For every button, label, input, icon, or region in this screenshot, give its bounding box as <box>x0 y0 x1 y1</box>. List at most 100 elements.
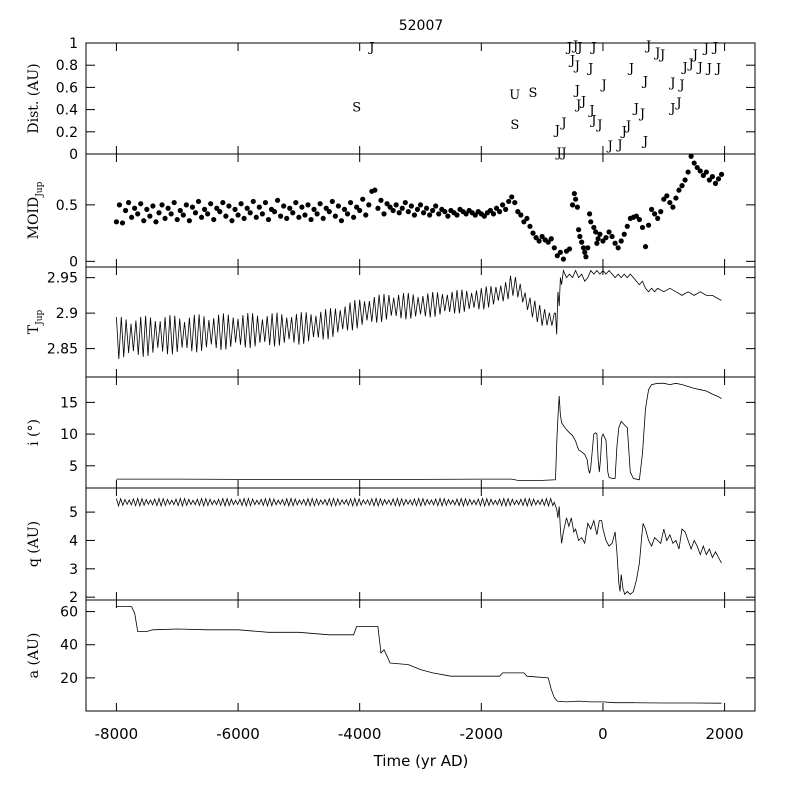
moid-point <box>423 205 430 211</box>
moid-point <box>661 196 667 202</box>
moid-point <box>223 213 229 219</box>
encounter-marker: J <box>644 39 651 54</box>
moid-point <box>399 205 405 211</box>
moid-point <box>606 229 612 235</box>
moid-point <box>545 239 551 245</box>
encounter-marker: J <box>367 40 374 55</box>
moid-point <box>390 207 396 214</box>
moid-point <box>506 198 512 205</box>
moid-point <box>503 206 509 212</box>
moid-point <box>153 219 159 225</box>
moid-point <box>463 211 469 217</box>
moid-point <box>697 168 703 174</box>
y-tick-label: 0.5 <box>56 198 78 214</box>
y-tick-label: 0.2 <box>56 125 78 141</box>
moid-point <box>347 199 354 206</box>
moid-point <box>618 238 624 244</box>
y-axis-label: i (°) <box>26 419 42 446</box>
moid-point <box>125 199 132 206</box>
moid-point <box>384 201 390 207</box>
moid-point <box>311 206 317 212</box>
moid-point <box>512 199 518 206</box>
encounter-marker: J <box>687 57 694 72</box>
moid-point <box>586 211 593 217</box>
encounter-marker: J <box>705 61 712 76</box>
moid-point <box>621 231 627 237</box>
moid-point <box>287 205 293 211</box>
moid-point <box>378 197 384 203</box>
moid-point <box>658 209 664 215</box>
moid-point <box>472 212 478 218</box>
encounter-marker: J <box>668 101 675 116</box>
moid-point <box>588 219 594 225</box>
y-tick-label: 0 <box>69 147 78 163</box>
y-tick-label: 5 <box>69 459 78 475</box>
moid-point <box>241 215 247 222</box>
encounter-marker: J <box>553 124 560 139</box>
encounter-marker: J <box>595 118 602 133</box>
moid-point <box>560 256 567 262</box>
moid-point <box>235 212 241 218</box>
encounter-marker: U <box>509 88 520 103</box>
moid-point <box>354 204 360 210</box>
moid-point <box>493 205 500 211</box>
y-axis-label: Dist. (AU) <box>26 63 42 133</box>
moid-point <box>709 174 716 180</box>
moid-point <box>442 209 448 215</box>
moid-point <box>408 203 414 209</box>
moid-point <box>539 233 545 240</box>
moid-point <box>171 199 177 206</box>
moid-point <box>433 203 439 209</box>
chart-title: 52007 <box>399 18 444 34</box>
y-tick-label: 1 <box>69 36 78 52</box>
moid-point <box>612 240 618 246</box>
moid-point <box>265 216 272 223</box>
encounter-marker: J <box>575 40 582 55</box>
moid-point <box>144 206 150 212</box>
x-tick-label: -4000 <box>338 725 382 743</box>
moid-point <box>667 199 673 206</box>
moid-point <box>402 199 408 206</box>
moid-point <box>299 204 305 210</box>
y-tick-label: 4 <box>69 533 78 549</box>
moid-point <box>595 236 601 242</box>
moid-point <box>454 212 460 218</box>
moid-point <box>591 224 597 231</box>
moid-point <box>284 215 290 222</box>
encounter-marker: J <box>668 76 675 91</box>
moid-point <box>576 227 582 233</box>
moid-point <box>417 202 424 208</box>
moid-point <box>159 202 165 208</box>
moid-point <box>116 202 123 208</box>
moid-point <box>238 201 244 207</box>
moid-point <box>208 201 214 207</box>
x-tick-label: -8000 <box>95 725 139 743</box>
moid-point <box>320 215 326 222</box>
moid-point <box>308 216 314 223</box>
moid-point <box>685 169 691 175</box>
moid-point <box>518 212 524 218</box>
moid-point <box>679 183 685 189</box>
moid-point <box>198 214 205 220</box>
moid-point <box>168 211 174 217</box>
series-line-tisserand <box>116 269 722 360</box>
y-tick-label: 5 <box>69 505 78 521</box>
x-tick-label: 2000 <box>705 725 743 743</box>
encounter-marker: J <box>627 61 634 76</box>
moid-point <box>642 244 649 250</box>
moid-point <box>603 235 609 241</box>
moid-point <box>700 172 706 179</box>
y-tick-label: 40 <box>60 638 78 654</box>
moid-point <box>688 153 694 159</box>
moid-point <box>220 199 226 206</box>
moid-point <box>639 224 646 231</box>
moid-point <box>122 207 129 214</box>
encounter-marker: J <box>714 61 721 76</box>
encounter-marker: J <box>620 125 627 140</box>
y-tick-label: 2.95 <box>47 271 78 287</box>
y-tick-label: 20 <box>60 671 78 687</box>
moid-point <box>676 187 682 193</box>
series-line-semimajor <box>116 606 722 704</box>
moid-point <box>673 195 679 201</box>
moid-point <box>129 214 135 220</box>
